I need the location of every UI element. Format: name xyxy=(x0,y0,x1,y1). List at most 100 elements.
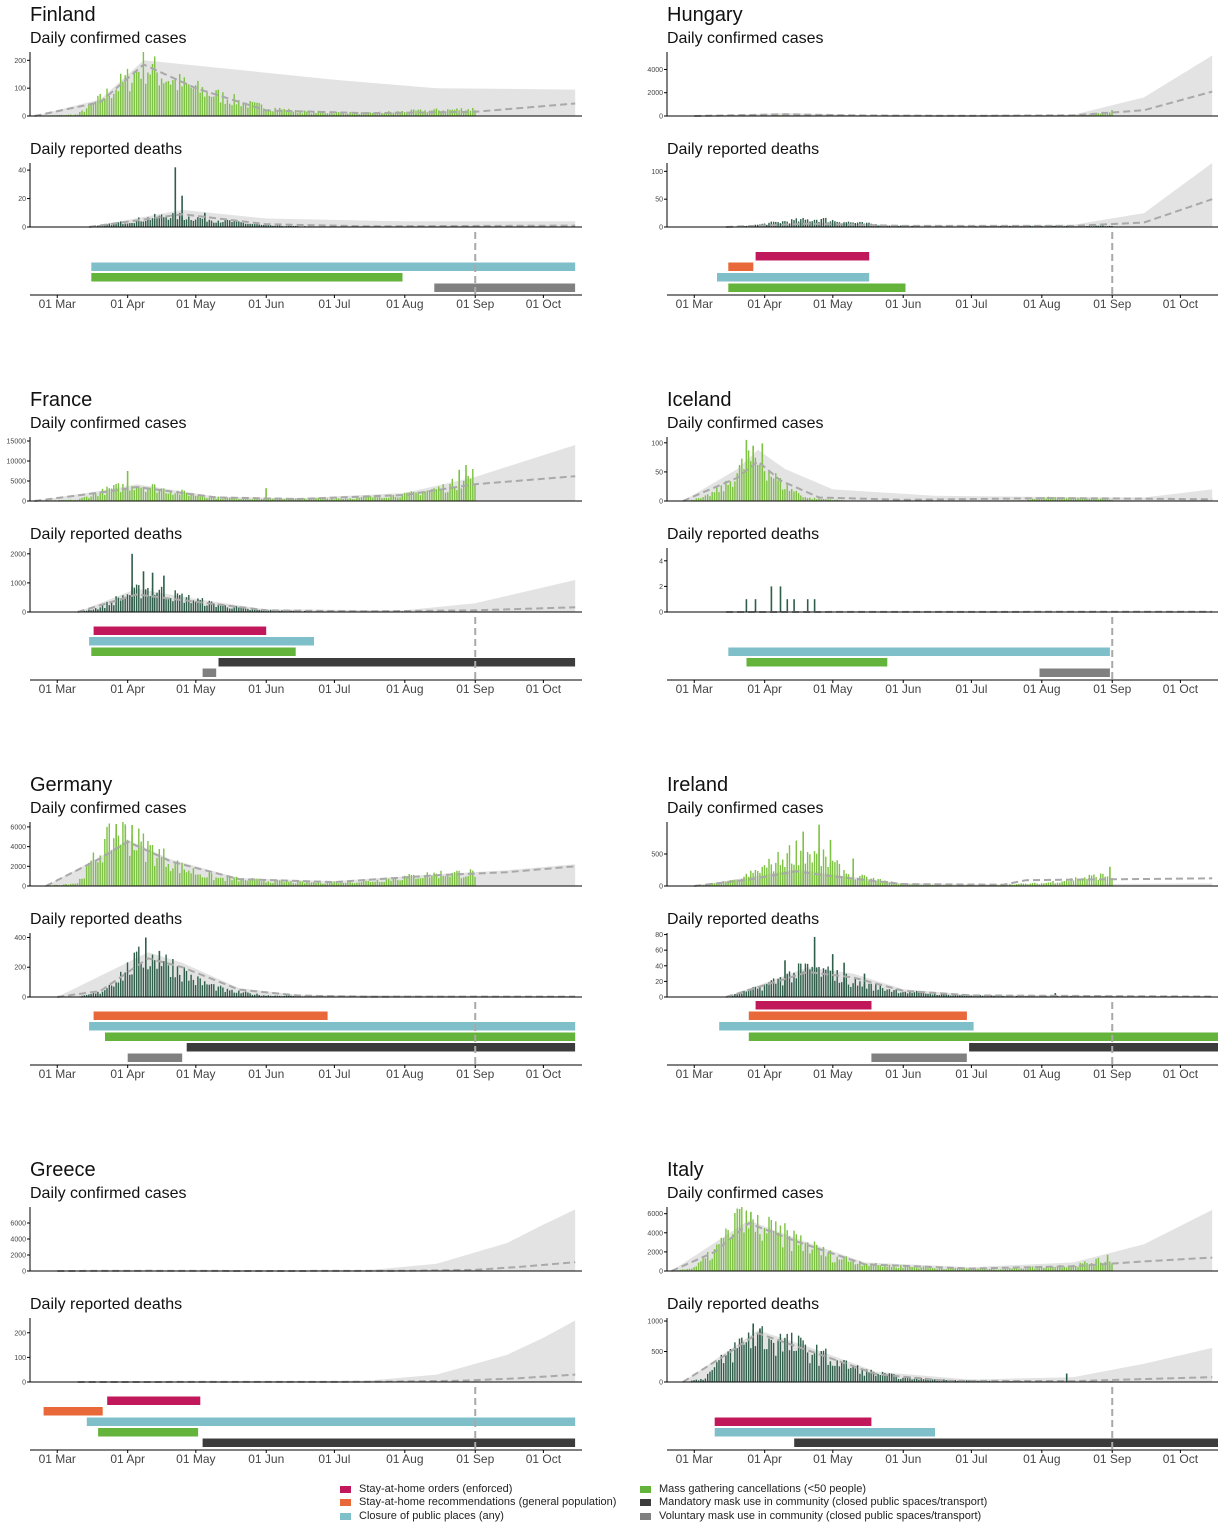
x-tick-label: 01 May xyxy=(813,1067,852,1081)
cases-bar xyxy=(747,1228,750,1271)
cases-bar xyxy=(1000,1269,1002,1271)
cases-bar xyxy=(460,878,463,886)
cases-bar xyxy=(1015,884,1018,886)
cases-bar xyxy=(83,497,85,501)
deaths-bar xyxy=(169,218,172,227)
cases-bar xyxy=(304,498,306,501)
cases-bar xyxy=(782,1247,784,1271)
cases-bar xyxy=(433,872,435,886)
cases-bar xyxy=(185,83,188,116)
deaths-bar xyxy=(224,992,226,997)
cases-bar xyxy=(688,1268,691,1271)
deaths-bar xyxy=(895,989,897,997)
deaths-bar xyxy=(700,1379,702,1382)
cases-bar xyxy=(444,492,447,501)
legend-swatch-mass-gathering xyxy=(640,1486,651,1493)
cases-bar xyxy=(242,498,244,501)
country-panel-italy: Italy Daily confirmed cases Daily reported… xyxy=(647,1155,1218,1515)
cases-bar xyxy=(415,110,417,116)
deaths-bar xyxy=(956,995,959,997)
deaths-bar xyxy=(124,223,126,227)
deaths-bar xyxy=(827,966,829,997)
cases-bar xyxy=(274,498,276,501)
cases-bar xyxy=(201,87,204,116)
deaths-bar xyxy=(825,217,827,227)
cases-bar xyxy=(1029,883,1031,886)
cases-bar xyxy=(711,492,713,501)
deaths-bar xyxy=(829,1361,832,1382)
deaths-bar xyxy=(763,984,766,997)
country-title: Greece xyxy=(30,1159,96,1181)
x-tick-label: 01 Jul xyxy=(955,297,987,311)
cases-bar xyxy=(390,880,392,886)
deaths-bar xyxy=(215,990,217,997)
cases-bar xyxy=(165,867,167,886)
cases-bar xyxy=(260,881,263,886)
cases-bar xyxy=(881,883,884,886)
cases-bar xyxy=(281,109,283,116)
deaths-bar xyxy=(124,972,126,997)
deaths-bar xyxy=(210,601,213,612)
cases-bar xyxy=(822,849,825,886)
cases-bar xyxy=(1086,498,1088,501)
deaths-bar xyxy=(174,590,176,612)
cases-bar xyxy=(108,823,110,886)
cases-bar xyxy=(1036,499,1038,501)
deaths-bar xyxy=(265,995,267,997)
cases-bar xyxy=(469,478,472,501)
cases-bar xyxy=(863,1264,866,1271)
deaths-bar xyxy=(244,608,247,612)
deaths-bar xyxy=(795,218,797,227)
cases-bar xyxy=(124,75,126,116)
cases-bar xyxy=(353,883,356,886)
cases-bar xyxy=(1088,498,1090,501)
deaths-y-tick-label: 60 xyxy=(655,948,663,955)
deaths-y-tick-label: 1000 xyxy=(647,1319,663,1326)
cases-bar xyxy=(465,110,467,116)
deaths-bar xyxy=(140,221,142,227)
cases-bar xyxy=(766,1233,768,1271)
cases-bar xyxy=(422,878,424,886)
x-tick-label: 01 Apr xyxy=(110,1452,145,1466)
cases-bar xyxy=(895,1267,897,1271)
deaths-bar xyxy=(101,604,104,612)
deaths-bar xyxy=(1088,225,1090,227)
deaths-bar xyxy=(811,1354,813,1382)
cases-bar xyxy=(763,1228,766,1271)
cases-uncertainty-ribbon xyxy=(34,60,576,116)
cases-bar xyxy=(249,499,251,501)
cases-bar xyxy=(213,497,215,501)
cases-bar xyxy=(106,826,108,886)
cases-bar xyxy=(344,114,347,116)
cases-bar xyxy=(1095,498,1097,501)
deaths-bar xyxy=(235,992,238,997)
deaths-bar xyxy=(711,1370,713,1382)
deaths-subtitle: Daily reported deaths xyxy=(30,141,183,158)
deaths-bar xyxy=(151,218,154,227)
cases-bar xyxy=(322,883,324,886)
deaths-bar xyxy=(906,993,909,997)
deaths-bar xyxy=(779,977,782,997)
cases-bar xyxy=(1079,498,1081,501)
measure-bar-closure-public-places xyxy=(719,1022,974,1031)
cases-bar xyxy=(736,1208,738,1271)
cases-bar xyxy=(738,881,741,886)
cases-bar xyxy=(213,96,215,116)
deaths-bar xyxy=(791,1332,793,1382)
cases-bar xyxy=(97,862,99,886)
deaths-bar xyxy=(916,990,918,997)
cases-bar xyxy=(319,112,322,116)
deaths-bar xyxy=(947,994,950,997)
cases-bar xyxy=(813,497,816,501)
cases-bar xyxy=(169,491,172,501)
deaths-bar xyxy=(126,962,129,997)
cases-bar xyxy=(943,884,945,886)
cases-bar xyxy=(122,81,124,116)
deaths-bar-peak xyxy=(806,599,809,612)
cases-bar xyxy=(192,493,195,501)
cases-bar xyxy=(140,78,142,116)
cases-bar xyxy=(906,884,909,886)
cases-bar xyxy=(199,496,201,501)
cases-bar-peak xyxy=(458,469,460,501)
deaths-bar xyxy=(922,991,925,997)
